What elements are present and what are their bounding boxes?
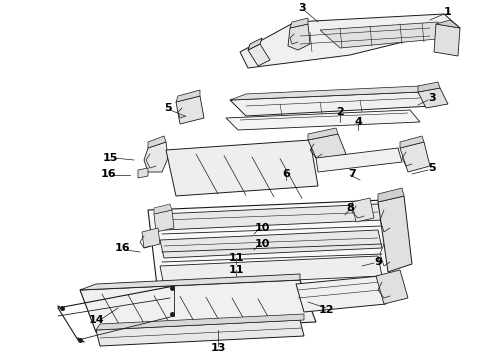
Polygon shape xyxy=(434,24,460,56)
Text: 3: 3 xyxy=(298,3,306,13)
Text: 3: 3 xyxy=(428,93,436,103)
Text: 4: 4 xyxy=(354,117,362,127)
Polygon shape xyxy=(80,280,316,332)
Text: 6: 6 xyxy=(282,169,290,179)
Polygon shape xyxy=(230,92,432,116)
Polygon shape xyxy=(96,320,304,346)
Polygon shape xyxy=(160,256,382,286)
Polygon shape xyxy=(290,18,308,28)
Polygon shape xyxy=(288,24,310,50)
Text: 16: 16 xyxy=(100,169,116,179)
Text: 2: 2 xyxy=(336,107,344,117)
Polygon shape xyxy=(142,228,160,248)
Polygon shape xyxy=(154,204,172,214)
Polygon shape xyxy=(160,204,382,230)
Polygon shape xyxy=(226,110,420,130)
Polygon shape xyxy=(320,22,448,48)
Text: 16: 16 xyxy=(114,243,130,253)
Text: 10: 10 xyxy=(254,223,270,233)
Text: 5: 5 xyxy=(428,163,436,173)
Polygon shape xyxy=(176,96,204,124)
Polygon shape xyxy=(176,90,200,102)
Polygon shape xyxy=(378,196,412,272)
Text: 11: 11 xyxy=(228,265,244,275)
Polygon shape xyxy=(248,44,270,66)
Text: 5: 5 xyxy=(164,103,172,113)
Polygon shape xyxy=(80,274,300,290)
Polygon shape xyxy=(308,134,346,162)
Text: 1: 1 xyxy=(444,7,452,17)
Text: 13: 13 xyxy=(210,343,226,353)
Polygon shape xyxy=(138,168,148,178)
Polygon shape xyxy=(296,276,386,312)
Polygon shape xyxy=(400,142,430,172)
Polygon shape xyxy=(160,230,382,258)
Polygon shape xyxy=(144,142,168,172)
Polygon shape xyxy=(148,200,390,294)
Polygon shape xyxy=(248,38,262,50)
Polygon shape xyxy=(378,188,404,202)
Text: 9: 9 xyxy=(374,257,382,267)
Polygon shape xyxy=(376,270,408,304)
Polygon shape xyxy=(96,314,304,330)
Text: 12: 12 xyxy=(318,305,334,315)
Polygon shape xyxy=(418,88,448,108)
Polygon shape xyxy=(316,148,402,172)
Polygon shape xyxy=(436,20,460,28)
Polygon shape xyxy=(166,140,318,196)
Text: 8: 8 xyxy=(346,203,354,213)
Polygon shape xyxy=(418,82,440,92)
Polygon shape xyxy=(148,136,166,148)
Text: 15: 15 xyxy=(102,153,118,163)
Polygon shape xyxy=(154,210,174,232)
Polygon shape xyxy=(240,14,460,68)
Polygon shape xyxy=(230,86,420,100)
Polygon shape xyxy=(400,136,424,148)
Text: 7: 7 xyxy=(348,169,356,179)
Polygon shape xyxy=(308,128,338,140)
Polygon shape xyxy=(352,198,374,222)
Text: 11: 11 xyxy=(228,253,244,263)
Text: 14: 14 xyxy=(88,315,104,325)
Text: 10: 10 xyxy=(254,239,270,249)
